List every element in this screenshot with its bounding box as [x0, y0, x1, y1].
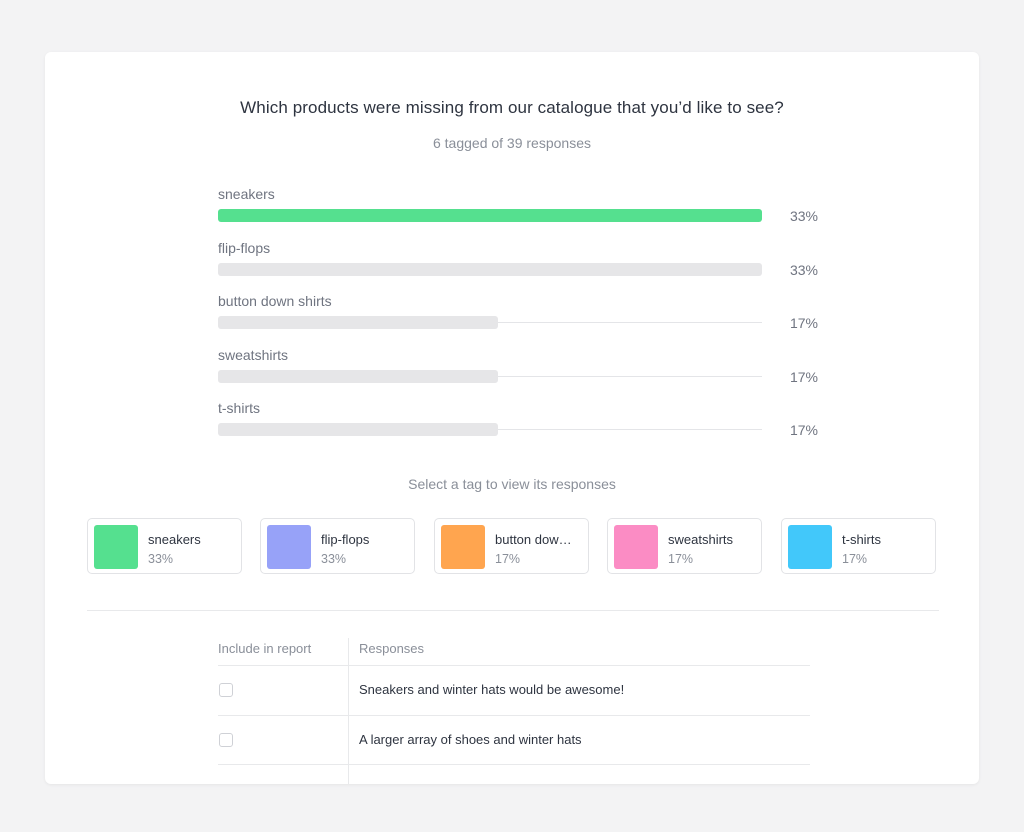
bar-row: sneakers 33% — [218, 186, 818, 240]
bar — [218, 316, 498, 329]
tag-color-swatch — [94, 525, 138, 569]
bar-track — [218, 423, 762, 436]
tag-percentage: 17% — [495, 552, 521, 566]
header-row-separator — [218, 665, 810, 666]
bar-label: flip-flops — [218, 239, 271, 256]
results-card: Which products were missing from our cat… — [45, 52, 979, 784]
bar-value-label: 33% — [789, 208, 818, 224]
tag-selector: sneakers 33% flip-flops 33% button dow… 17% sw… — [87, 518, 939, 576]
response-text: Sneakers and winter hats would be awesom… — [359, 682, 625, 697]
include-in-report-checkbox[interactable] — [219, 683, 233, 697]
include-column-header: Include in report — [218, 641, 312, 656]
include-in-report-checkbox[interactable] — [219, 732, 233, 747]
bar-row: sweatshirts 17% — [218, 347, 818, 401]
responses-table: Include in report Responses Sneakers and… — [218, 638, 810, 784]
section-divider — [87, 610, 939, 611]
tag-card-button-down-shirts[interactable]: button dow… 17% — [434, 518, 589, 574]
response-text: A larger array of shoes and winter hats — [359, 731, 582, 747]
response-count: 6 tagged of 39 responses — [432, 135, 591, 151]
tag-select-hint: Select a tag to view its responses — [408, 476, 616, 492]
tag-card-sweatshirts[interactable]: sweatshirts 17% — [607, 518, 762, 574]
tag-name: flip-flops — [321, 532, 370, 547]
bar-track — [218, 316, 762, 329]
tag-name: sneakers — [148, 532, 201, 547]
bar-row: flip-flops 33% — [218, 240, 818, 294]
bar-row: t-shirts 17% — [218, 400, 818, 454]
tag-name: t-shirts — [842, 532, 881, 547]
bar — [218, 369, 498, 383]
bar-label: t-shirts — [218, 400, 260, 416]
responses-column-header: Responses — [359, 641, 425, 656]
bar-value-label: 33% — [789, 261, 818, 278]
bar-value-label: 17% — [789, 422, 818, 438]
tag-color-swatch — [267, 525, 311, 569]
bar-row: button down shirts 17% — [218, 293, 818, 347]
tag-card-t-shirts[interactable]: t-shirts 17% — [781, 518, 936, 574]
bar — [218, 423, 498, 436]
tag-card-sneakers[interactable]: sneakers 33% — [87, 518, 242, 574]
tag-name: sweatshirts — [668, 532, 734, 547]
column-separator — [348, 638, 349, 784]
tag-percentage: 17% — [668, 552, 694, 566]
bar-track — [218, 369, 762, 383]
bar-track — [218, 262, 762, 276]
row-separator — [218, 715, 810, 716]
bar-value-label: 17% — [789, 315, 818, 331]
bar-value-label: 17% — [789, 368, 818, 385]
tag-color-swatch — [441, 525, 485, 569]
bar-track — [218, 209, 762, 222]
tag-percentage: 33% — [321, 552, 347, 566]
tag-name: button dow… — [495, 532, 572, 547]
tag-percentage: 33% — [148, 552, 174, 566]
tag-bar-chart: sneakers 33% flip-flops 33% button down shir… — [218, 186, 818, 454]
bar-label: sneakers — [218, 186, 275, 202]
row-separator — [218, 764, 810, 765]
tag-percentage: 17% — [842, 552, 868, 566]
tag-color-swatch — [788, 525, 832, 569]
tag-color-swatch — [614, 525, 658, 569]
tag-card-flip-flops[interactable]: flip-flops 33% — [260, 518, 415, 574]
bar — [218, 262, 762, 276]
bar-label: sweatshirts — [218, 346, 289, 363]
bar-label: button down shirts — [218, 293, 332, 309]
bar — [218, 209, 762, 222]
question-title: Which products were missing from our cat… — [240, 98, 784, 117]
